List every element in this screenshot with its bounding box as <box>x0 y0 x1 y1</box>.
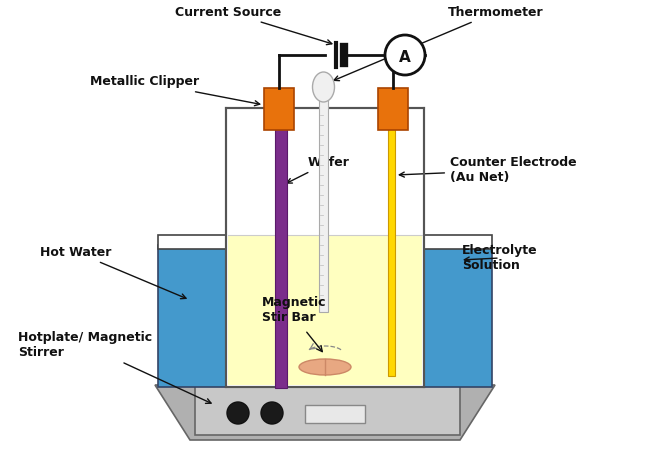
Text: Hotplate/ Magnetic
Stirrer: Hotplate/ Magnetic Stirrer <box>18 331 211 403</box>
Circle shape <box>385 35 425 75</box>
Text: Wafer: Wafer <box>287 156 350 183</box>
Text: Magnetic
Stir Bar: Magnetic Stir Bar <box>262 296 326 324</box>
Circle shape <box>261 402 283 424</box>
Text: A: A <box>399 50 411 64</box>
FancyBboxPatch shape <box>158 235 492 249</box>
FancyBboxPatch shape <box>378 88 408 130</box>
Ellipse shape <box>313 72 335 102</box>
Polygon shape <box>155 385 495 440</box>
FancyBboxPatch shape <box>388 96 395 376</box>
Text: Counter Electrode
(Au Net): Counter Electrode (Au Net) <box>399 156 577 184</box>
Text: Hot Water: Hot Water <box>40 246 186 299</box>
Text: Thermometer: Thermometer <box>334 5 543 81</box>
FancyBboxPatch shape <box>305 405 365 423</box>
FancyBboxPatch shape <box>319 92 328 312</box>
FancyBboxPatch shape <box>195 385 460 435</box>
Text: Metallic Clipper: Metallic Clipper <box>90 76 260 106</box>
FancyBboxPatch shape <box>158 245 226 387</box>
Circle shape <box>227 402 249 424</box>
FancyBboxPatch shape <box>424 245 492 387</box>
FancyBboxPatch shape <box>275 96 287 388</box>
Ellipse shape <box>299 359 351 375</box>
Text: Electrolyte
Solution: Electrolyte Solution <box>462 244 538 272</box>
FancyBboxPatch shape <box>264 88 294 130</box>
Text: Current Source: Current Source <box>175 5 332 45</box>
FancyBboxPatch shape <box>226 108 424 387</box>
FancyBboxPatch shape <box>228 235 422 385</box>
